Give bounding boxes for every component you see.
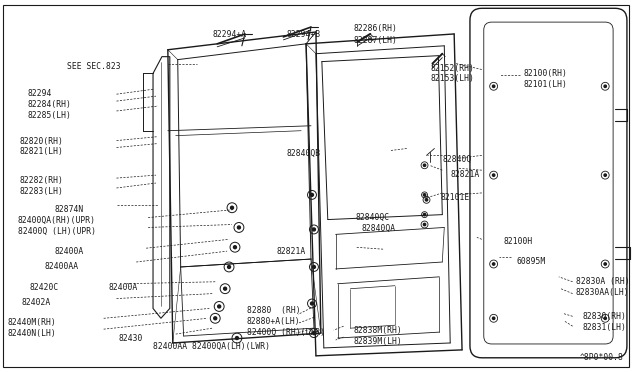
- Text: 82400AA 82400QA(LH)(LWR): 82400AA 82400QA(LH)(LWR): [153, 342, 270, 351]
- Circle shape: [423, 164, 426, 166]
- Circle shape: [492, 317, 495, 320]
- Text: 82400Q (RH)(LWR): 82400Q (RH)(LWR): [247, 328, 325, 337]
- Circle shape: [214, 317, 217, 320]
- Circle shape: [604, 317, 606, 320]
- Text: 82880+A(LH): 82880+A(LH): [247, 317, 300, 326]
- Circle shape: [223, 287, 227, 290]
- Circle shape: [310, 302, 314, 305]
- Text: 82874N: 82874N: [54, 205, 84, 214]
- Text: 82838M(RH): 82838M(RH): [353, 326, 402, 335]
- Text: 82839M(LH): 82839M(LH): [353, 337, 402, 346]
- Text: 82420C: 82420C: [29, 283, 59, 292]
- Text: 82400A: 82400A: [109, 283, 138, 292]
- Text: 82840QC: 82840QC: [355, 213, 390, 222]
- Circle shape: [234, 246, 236, 249]
- Text: 82294+B: 82294+B: [286, 30, 321, 39]
- Text: 82440M(RH): 82440M(RH): [8, 318, 57, 327]
- Circle shape: [312, 228, 316, 231]
- Text: 82830A (RH): 82830A (RH): [575, 277, 629, 286]
- Text: 82830AA(LH): 82830AA(LH): [575, 288, 629, 297]
- Circle shape: [312, 266, 316, 269]
- Text: 82101(LH): 82101(LH): [524, 80, 567, 89]
- Text: 82831(LH): 82831(LH): [582, 323, 627, 332]
- Text: 82100H: 82100H: [504, 237, 532, 246]
- Text: 82400A: 82400A: [54, 247, 84, 256]
- Circle shape: [604, 263, 606, 265]
- Circle shape: [236, 337, 239, 340]
- Circle shape: [237, 226, 241, 229]
- Text: ^8P0*00.8: ^8P0*00.8: [580, 353, 624, 362]
- Text: 82284(RH): 82284(RH): [28, 100, 72, 109]
- Text: 82294: 82294: [28, 89, 52, 98]
- Text: 82294+A: 82294+A: [212, 30, 246, 39]
- Circle shape: [604, 85, 606, 87]
- Text: 82400QA(RH)(UPR): 82400QA(RH)(UPR): [18, 216, 96, 225]
- Text: 82821A: 82821A: [450, 170, 479, 179]
- Text: SEE SEC.823: SEE SEC.823: [67, 62, 121, 71]
- Text: 82285(LH): 82285(LH): [28, 111, 72, 120]
- Circle shape: [492, 263, 495, 265]
- Circle shape: [423, 223, 426, 226]
- Text: 82101E: 82101E: [440, 193, 470, 202]
- Text: 82840QB: 82840QB: [286, 148, 321, 157]
- Text: 82440N(LH): 82440N(LH): [8, 329, 57, 338]
- Text: 82821A: 82821A: [276, 247, 306, 256]
- Circle shape: [426, 199, 428, 201]
- Circle shape: [228, 266, 230, 269]
- Text: 82820(RH): 82820(RH): [20, 137, 63, 145]
- Text: 82840QA: 82840QA: [362, 224, 396, 232]
- Text: 82287(LH): 82287(LH): [353, 36, 397, 45]
- Text: 82880  (RH): 82880 (RH): [247, 307, 300, 315]
- Text: 82286(RH): 82286(RH): [353, 24, 397, 33]
- Text: 82821(LH): 82821(LH): [20, 147, 63, 157]
- Text: 82153(LH): 82153(LH): [431, 74, 474, 83]
- Text: 60895M: 60895M: [516, 257, 546, 266]
- Text: 82840Q: 82840Q: [442, 155, 472, 164]
- Circle shape: [492, 174, 495, 176]
- Text: 82400AA: 82400AA: [44, 262, 79, 271]
- Circle shape: [312, 331, 316, 334]
- Text: 82400Q (LH)(UPR): 82400Q (LH)(UPR): [18, 227, 96, 235]
- Circle shape: [423, 214, 426, 216]
- Text: 82430: 82430: [118, 334, 143, 343]
- Circle shape: [218, 305, 221, 308]
- Text: 82402A: 82402A: [22, 298, 51, 307]
- Text: 82282(RH): 82282(RH): [20, 176, 63, 185]
- Circle shape: [310, 193, 314, 196]
- Circle shape: [604, 174, 606, 176]
- Text: 82830(RH): 82830(RH): [582, 312, 627, 321]
- Text: 82283(LH): 82283(LH): [20, 187, 63, 196]
- Circle shape: [423, 194, 426, 196]
- Circle shape: [492, 85, 495, 87]
- Text: 82152(RH): 82152(RH): [431, 64, 474, 73]
- Text: 82100(RH): 82100(RH): [524, 70, 567, 78]
- Circle shape: [230, 206, 234, 209]
